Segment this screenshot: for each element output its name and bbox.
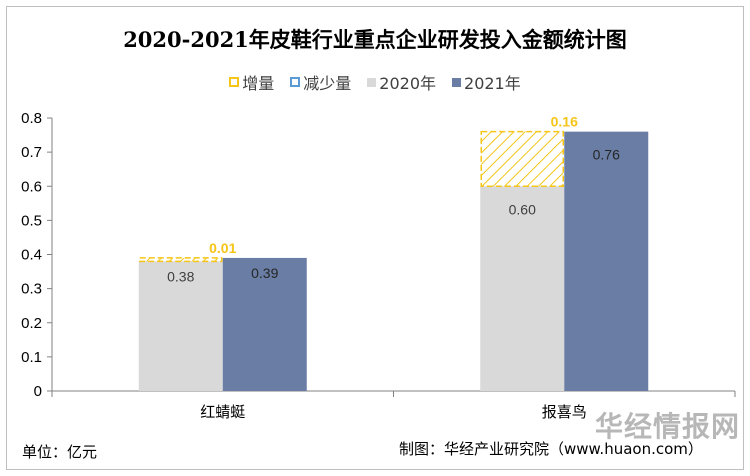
legend-label: 2020年	[379, 74, 437, 93]
increase-label: 0.16	[551, 114, 578, 130]
increase-bar	[139, 257, 223, 263]
data-label-2020: 0.38	[167, 268, 194, 284]
2021-swatch	[452, 77, 462, 87]
y-tick-label: 0	[34, 383, 42, 400]
y-tick-label: 0.6	[21, 178, 42, 195]
data-label-2021: 0.76	[593, 147, 620, 163]
x-tick-label: 报喜鸟	[542, 404, 587, 421]
watermark: 华经情报网	[595, 410, 741, 443]
increase-bar	[480, 130, 564, 187]
chart-title: 2020-2021年皮鞋行业重点企业研发投入金额统计图	[123, 27, 627, 52]
chart-frame	[6, 6, 744, 470]
increase-swatch	[229, 77, 240, 87]
legend-item-2020: 2020年	[367, 70, 436, 94]
bar-2021	[564, 131, 649, 391]
legend-item-decrease: 减少量	[290, 70, 351, 94]
y-tick-label: 0.2	[21, 315, 42, 332]
legend-label: 2021年	[464, 74, 521, 93]
increase-label: 0.01	[209, 240, 236, 256]
unit-label: 单位：亿元	[22, 443, 98, 461]
legend-item-increase: 增量	[229, 70, 274, 94]
legend-item-2021: 2021年	[452, 70, 521, 94]
y-tick-label: 0.1	[21, 349, 42, 366]
decrease-swatch	[290, 77, 301, 87]
y-tick-label: 0.8	[21, 110, 42, 127]
bar-2020	[138, 261, 223, 391]
data-label-2021: 0.39	[251, 265, 278, 281]
legend: 增量 减少量 2020年 2021年	[0, 70, 750, 94]
legend-label: 减少量	[303, 74, 352, 93]
source-label: 制图：华经产业研究院（www.huaon.com）	[399, 440, 703, 458]
x-tick-label: 红蜻蜓	[200, 404, 245, 421]
y-tick-label: 0.5	[21, 212, 42, 229]
bar-2020	[480, 186, 565, 391]
data-label-2020: 0.60	[509, 201, 536, 217]
legend-label: 增量	[242, 74, 275, 93]
2020-swatch	[367, 77, 377, 87]
y-tick-label: 0.4	[21, 247, 42, 264]
y-tick-label: 0.7	[21, 144, 42, 161]
bar-2021	[222, 257, 307, 391]
y-tick-label: 0.3	[21, 281, 42, 298]
